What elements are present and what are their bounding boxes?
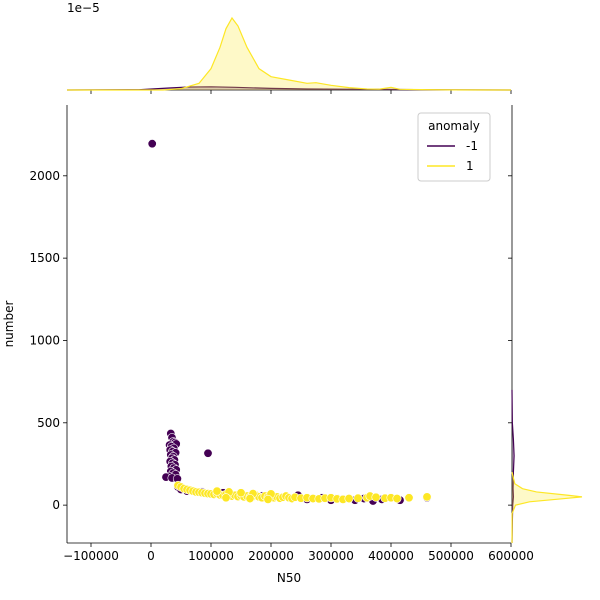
right-density-line-normal: [511, 472, 583, 544]
y-tick-label: 1000: [29, 333, 60, 347]
point-anomaly: [203, 448, 213, 458]
x-tick-label: 600000: [488, 549, 534, 563]
top-marginal-plot: 1e−5: [66, 1, 512, 94]
x-tick-label: 200000: [248, 549, 294, 563]
right-density-fill-normal: [512, 472, 582, 543]
legend-box: [417, 112, 491, 182]
x-tick-label: 500000: [428, 549, 474, 563]
legend-title: anomaly: [428, 119, 480, 133]
x-axis-label: N50: [277, 571, 301, 585]
point-normal: [263, 494, 273, 504]
point-normal: [221, 493, 231, 503]
point-normal: [245, 494, 255, 504]
point-normal: [344, 494, 354, 504]
point-normal: [212, 486, 222, 496]
top-density-line-normal: [67, 16, 512, 91]
point-normal: [422, 492, 432, 502]
legend: anomaly -1 1: [417, 112, 491, 182]
y-axis-label: number: [2, 301, 16, 348]
scatter-points: [147, 139, 432, 506]
legend-label: -1: [466, 139, 478, 153]
y-tick-label: 1500: [29, 251, 60, 265]
x-tick-label: 400000: [368, 549, 414, 563]
y-tick-label: 2000: [29, 169, 60, 183]
legend-label: 1: [466, 159, 474, 173]
point-anomaly: [147, 139, 157, 149]
point-normal: [404, 493, 414, 503]
x-tick-label: −100000: [63, 549, 119, 563]
point-normal: [236, 488, 246, 498]
x-tick-label: 0: [147, 549, 155, 563]
x-tick-label: 100000: [188, 549, 234, 563]
scatter-plot: −100000 0 100000 200000 300000 400000 500000 60…: [2, 105, 534, 585]
point-normal: [371, 492, 381, 502]
top-marginal-offset-text: 1e−5: [67, 1, 100, 15]
right-marginal-plot: [508, 105, 583, 544]
top-density-fill-normal: [67, 18, 511, 90]
x-tick-label: 300000: [308, 549, 354, 563]
y-tick-label: 500: [37, 416, 60, 430]
point-normal: [353, 493, 363, 503]
y-tick-label: 0: [52, 498, 60, 512]
point-normal: [392, 494, 402, 504]
